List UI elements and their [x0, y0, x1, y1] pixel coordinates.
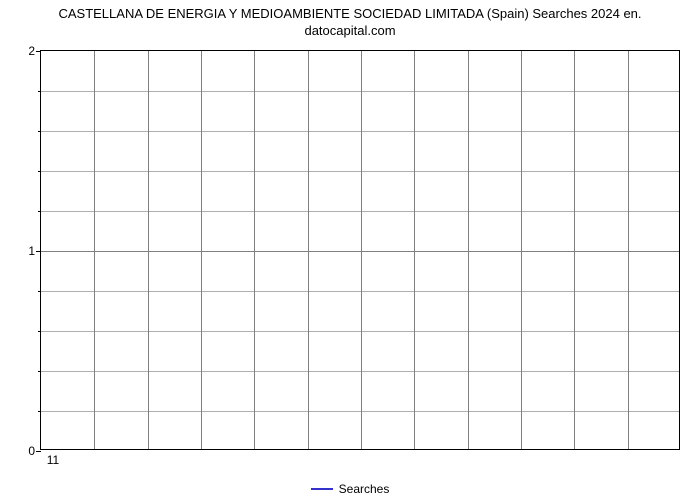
ytick-label: 0	[28, 444, 35, 458]
minor-ytick-mark	[38, 371, 41, 372]
grid-v	[148, 51, 149, 449]
minor-grid-h	[41, 411, 679, 412]
grid-v	[468, 51, 469, 449]
minor-ytick-mark	[38, 331, 41, 332]
grid-v	[521, 51, 522, 449]
minor-grid-h	[41, 211, 679, 212]
grid-v	[254, 51, 255, 449]
chart-title-line1: CASTELLANA DE ENERGIA Y MEDIOAMBIENTE SO…	[58, 6, 641, 21]
grid-v	[201, 51, 202, 449]
grid-v	[628, 51, 629, 449]
grid-v	[414, 51, 415, 449]
minor-ytick-mark	[38, 291, 41, 292]
plot-area: 01211	[40, 50, 680, 450]
grid-h	[41, 251, 679, 252]
minor-grid-h	[41, 131, 679, 132]
legend-item-searches: Searches	[311, 482, 390, 496]
grid-v	[94, 51, 95, 449]
legend-swatch	[311, 488, 333, 490]
ytick-mark	[36, 451, 41, 452]
grid-v	[574, 51, 575, 449]
legend: Searches	[0, 479, 700, 496]
xtick-label: 11	[47, 453, 59, 467]
chart-title-line2: datocapital.com	[304, 23, 395, 38]
legend-label: Searches	[339, 482, 390, 496]
minor-grid-h	[41, 291, 679, 292]
minor-ytick-mark	[38, 131, 41, 132]
ytick-mark	[36, 251, 41, 252]
grid-v	[361, 51, 362, 449]
minor-grid-h	[41, 91, 679, 92]
grid-v	[308, 51, 309, 449]
minor-grid-h	[41, 331, 679, 332]
minor-ytick-mark	[38, 411, 41, 412]
plot-wrap: 01211	[40, 50, 680, 450]
minor-grid-h	[41, 171, 679, 172]
chart-title: CASTELLANA DE ENERGIA Y MEDIOAMBIENTE SO…	[0, 0, 700, 40]
minor-ytick-mark	[38, 171, 41, 172]
minor-grid-h	[41, 371, 679, 372]
ytick-label: 1	[28, 244, 35, 258]
minor-ytick-mark	[38, 211, 41, 212]
ytick-mark	[36, 51, 41, 52]
ytick-label: 2	[28, 44, 35, 58]
minor-ytick-mark	[38, 91, 41, 92]
